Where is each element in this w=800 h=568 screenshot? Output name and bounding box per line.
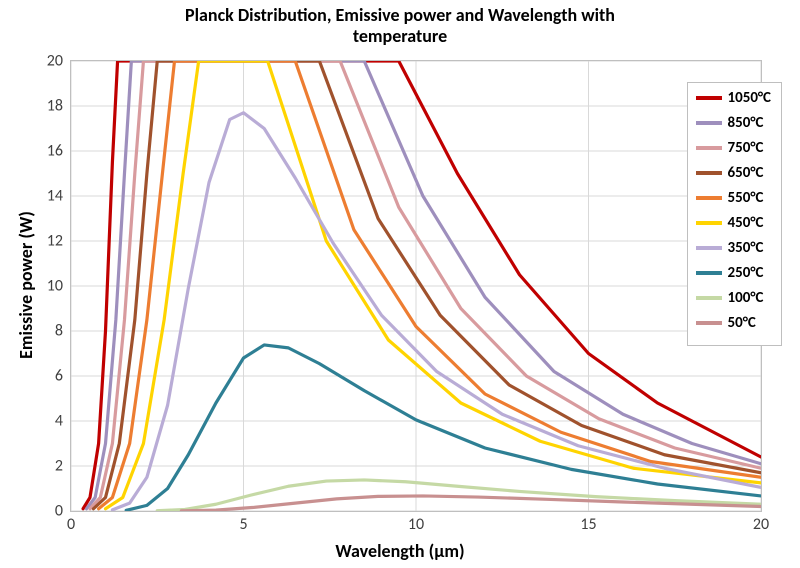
y-tick-label: 10 — [47, 277, 71, 296]
legend-label: 650°C — [728, 164, 764, 182]
legend-label: 100°C — [728, 289, 764, 307]
legend-item: 650°C — [696, 164, 771, 182]
legend-item: 450°C — [696, 214, 771, 232]
chart-container: Planck Distribution, Emissive power and … — [0, 0, 800, 568]
y-tick-label: 18 — [47, 97, 71, 116]
legend-item: 50°C — [696, 314, 771, 332]
y-tick-label: 6 — [55, 367, 71, 386]
legend-item: 550°C — [696, 189, 771, 207]
legend-label: 350°C — [728, 239, 764, 257]
legend-swatch — [696, 96, 722, 100]
legend-swatch — [696, 196, 722, 200]
legend-label: 250°C — [728, 264, 764, 282]
legend-swatch — [696, 221, 722, 225]
x-tick-label: 20 — [753, 511, 769, 534]
y-axis-label: Emissive power (W) — [15, 211, 37, 359]
legend-item: 750°C — [696, 139, 771, 157]
x-tick-label: 10 — [408, 511, 424, 534]
plot-svg — [71, 61, 761, 511]
series-line — [181, 496, 761, 511]
x-tick-label: 15 — [580, 511, 596, 534]
y-tick-label: 2 — [55, 457, 71, 476]
y-tick-label: 14 — [47, 187, 71, 206]
legend-swatch — [696, 246, 722, 250]
x-tick-label: 5 — [239, 511, 247, 534]
y-tick-label: 20 — [47, 52, 71, 71]
legend-item: 250°C — [696, 264, 771, 282]
legend-swatch — [696, 146, 722, 150]
legend-label: 850°C — [728, 114, 764, 132]
plot-area: 0246810121416182005101520 — [70, 60, 762, 512]
legend-label: 1050°C — [728, 89, 771, 107]
legend-item: 850°C — [696, 114, 771, 132]
legend-label: 750°C — [728, 139, 764, 157]
y-tick-label: 4 — [55, 412, 71, 431]
legend: 1050°C 850°C 750°C 650°C 550°C 450°C 350°C 250°… — [687, 82, 782, 346]
legend-item: 350°C — [696, 239, 771, 257]
legend-label: 450°C — [728, 214, 764, 232]
y-tick-label: 8 — [55, 322, 71, 341]
legend-swatch — [696, 171, 722, 175]
x-axis-label: Wavelength (µm) — [0, 540, 800, 562]
legend-swatch — [696, 271, 722, 275]
legend-swatch — [696, 321, 722, 325]
legend-label: 550°C — [728, 189, 764, 207]
legend-item: 100°C — [696, 289, 771, 307]
legend-item: 1050°C — [696, 89, 771, 107]
y-tick-label: 12 — [47, 232, 71, 251]
legend-swatch — [696, 121, 722, 125]
chart-title: Planck Distribution, Emissive power and … — [0, 5, 800, 46]
x-tick-label: 0 — [67, 511, 75, 534]
y-tick-label: 16 — [47, 142, 71, 161]
legend-swatch — [696, 296, 722, 300]
legend-label: 50°C — [728, 314, 756, 332]
